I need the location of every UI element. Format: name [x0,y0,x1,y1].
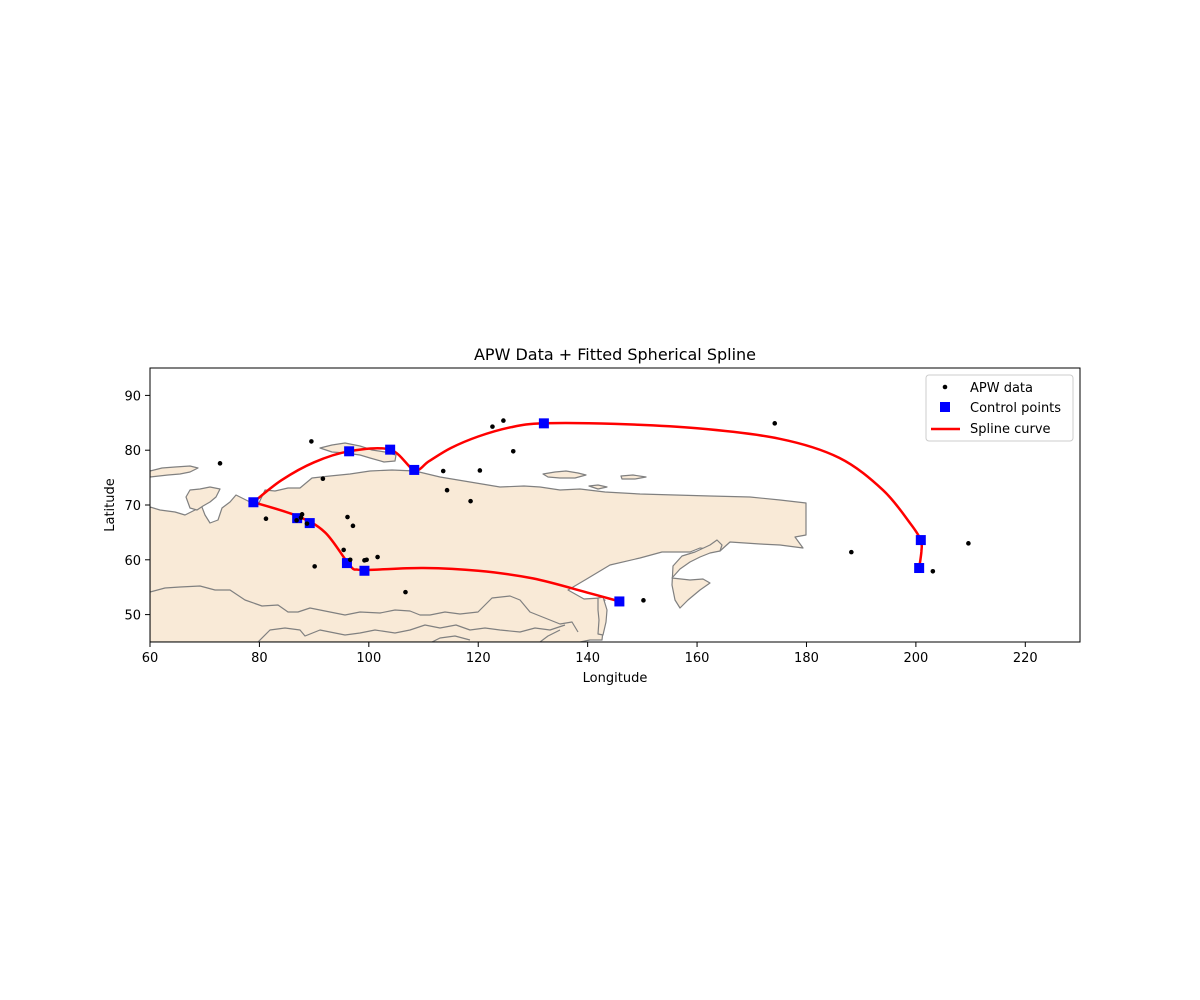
control-point [304,518,315,529]
control-point [614,596,625,607]
legend-box [925,374,1074,442]
apw-data-point [440,468,446,474]
apw-data-point [490,424,495,429]
apw-data-point [403,589,408,595]
control-point [385,444,396,455]
apw-data-point [298,515,304,520]
control-point [409,464,420,475]
apw-data-point [294,518,299,523]
control-point [359,565,370,576]
apw-data-point [966,541,971,546]
x-tick-label: 140 [575,651,600,666]
legend-label-control-points: Control points [970,401,1061,416]
chart-title: APW Data + Fitted Spherical Spline [474,345,756,364]
apw-data-layer [217,418,971,603]
x-tick-label: 220 [1013,651,1038,666]
apw-data-point [444,487,450,493]
apw-data-point [477,468,483,473]
x-axis-ticks: 60 80 100 120 140 160 180 200 220 [142,642,1038,666]
legend-label-apw-data: APW data [970,381,1033,396]
apw-data-point [501,418,506,423]
y-tick-label: 70 [124,499,141,514]
apw-data-point [312,564,317,569]
apw-data-point [350,523,356,529]
baltic-sea-gap [150,585,579,633]
x-tick-label: 60 [142,651,159,666]
sakhalin-island [597,596,608,636]
x-tick-label: 160 [685,651,710,666]
apw-data-point [930,569,936,574]
control-point [341,558,352,569]
control-point [915,535,926,546]
axes: 60 80 100 120 140 160 180 200 220 50 60 70 80 90 Lon… [103,367,1081,686]
apw-data-point [375,554,380,560]
apw-data-point [320,476,326,481]
apw-data-point [341,547,346,553]
apw-data-point [345,514,350,520]
severnaya-zemlya-island [319,442,397,463]
legend-marker-control-points [940,402,950,412]
control-point [248,497,259,508]
map-layer [150,442,807,642]
legend-label-spline-curve: Spline curve [970,422,1051,437]
y-axis-ticks: 50 60 70 80 90 [124,389,150,624]
control-point [914,563,925,574]
apw-data-point [347,557,353,563]
apw-data-point [641,598,646,603]
y-tick-label: 60 [124,554,141,569]
control-points-layer [248,418,926,607]
eurasia-mainland-landmass [150,469,807,642]
y-tick-label: 80 [124,444,141,459]
apw-data-point [217,461,223,466]
x-tick-label: 120 [466,651,491,666]
apw-data-point [263,516,269,521]
apw-data-point [304,521,310,526]
legend-marker-apw-data [942,384,948,390]
svalbard-island [150,465,199,478]
spline-curve-layer [252,421,924,603]
apw-data-point [309,439,314,444]
spline-curve-segment [252,421,924,569]
new-siberian-islands [542,470,647,490]
x-tick-label: 80 [251,651,268,666]
spline-curve-segment [253,501,620,603]
y-tick-label: 50 [124,609,141,624]
x-tick-label: 200 [903,651,928,666]
kamchatka-peninsula [671,539,723,609]
apw-data-point [364,557,369,563]
x-axis-label: Longitude [583,671,648,686]
x-tick-label: 180 [794,651,819,666]
apw-data-point [510,448,516,454]
control-point [344,446,355,457]
y-tick-label: 90 [124,389,141,404]
interior-borders [257,624,566,642]
y-axis-label: Latitude [103,478,118,532]
novaya-zemlya-island [185,486,221,511]
apw-data-point [468,498,473,504]
apw-data-point [772,421,778,426]
x-tick-label: 100 [356,651,381,666]
apw-data-point [849,549,854,555]
legend: APW data Control points Spline curve [925,374,1074,442]
control-point [538,418,549,429]
